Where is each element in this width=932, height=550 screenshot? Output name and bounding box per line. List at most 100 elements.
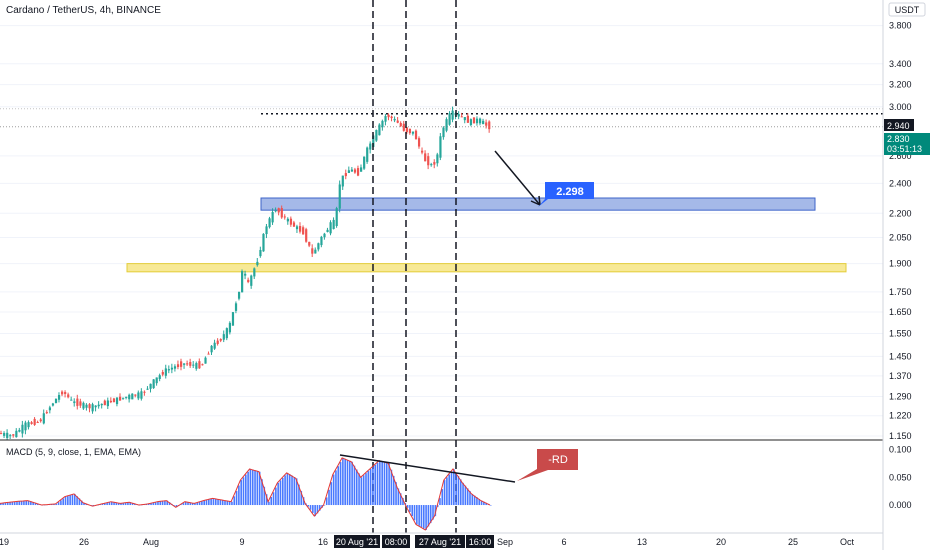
candle-body (198, 361, 201, 369)
divergence-callout (517, 449, 578, 481)
target-callout (538, 182, 594, 207)
candle-body (167, 369, 171, 371)
candle-body (399, 123, 402, 127)
candle-body (45, 412, 48, 414)
candle-body (408, 128, 412, 134)
macd-bar (189, 502, 192, 506)
macd-bar (4, 502, 7, 506)
macd-bar (383, 462, 386, 506)
candle-body (421, 150, 424, 153)
candle-body (329, 222, 332, 234)
candle-body (430, 164, 433, 166)
candle-body (369, 143, 372, 150)
target-callout-text: 2.298 (556, 186, 584, 198)
candle-body (393, 118, 396, 121)
macd-bar (279, 480, 282, 506)
macd-bar (106, 502, 108, 506)
candle-body (164, 368, 167, 376)
macd-bar (455, 472, 457, 506)
macd-bar (251, 469, 254, 506)
candle-body (381, 120, 384, 128)
candle-body (48, 407, 52, 411)
candle-body (30, 422, 33, 424)
macd-bar (238, 485, 240, 506)
macd-bar (422, 505, 425, 529)
candle-body (485, 122, 488, 126)
candle-body (225, 328, 228, 339)
candle-body (21, 424, 24, 434)
candle-body (482, 120, 485, 125)
candle-body (228, 322, 232, 333)
macd-bar (152, 502, 155, 506)
macd-bar (312, 505, 314, 513)
macd-bar (462, 482, 464, 506)
macd-bar (485, 502, 487, 506)
candle-body (39, 419, 42, 422)
macd-bar (23, 500, 25, 506)
candle-body (85, 404, 88, 408)
candle-body (478, 118, 482, 124)
candle-body (15, 430, 18, 438)
level-price-text: 2.940 (887, 121, 910, 131)
macd-bar (113, 502, 115, 506)
candle-body (256, 261, 259, 266)
price-scale[interactable]: 3.800 3.400 3.200 3.000 2.600 2.400 2.200 2.050… (889, 21, 912, 510)
time-tick-label: 6 (561, 537, 566, 547)
macd-bar (335, 470, 337, 506)
macd-bar (411, 505, 414, 517)
candle-body (344, 173, 347, 177)
macd-bar (480, 500, 483, 506)
macd-bar (221, 500, 224, 506)
candle-body (390, 116, 393, 119)
macd-bar (295, 478, 298, 506)
candle-body (350, 169, 354, 172)
macd-bar (307, 505, 310, 507)
macd-bar (168, 502, 171, 506)
macd-bar (360, 477, 363, 506)
candle-body (70, 399, 73, 401)
macd-bar (240, 480, 242, 506)
macd-bar (157, 501, 159, 506)
macd-bar (159, 501, 162, 506)
level-price-tag (884, 119, 914, 131)
candle-body (372, 135, 375, 147)
macd-bar (397, 488, 400, 506)
macd-bar (104, 503, 106, 506)
candle-body (103, 400, 106, 406)
candle-body (82, 402, 85, 409)
price-tick-label: 3.000 (889, 102, 912, 112)
currency-badge[interactable] (888, 2, 926, 17)
time-axis[interactable]: 19 26 Aug 9 16 Sep 6 13 20 25 Oct 20 Aug '21 08:00 27… (0, 535, 854, 548)
candle-body (51, 403, 55, 406)
candle-body (61, 391, 64, 395)
price-tick-label: 1.370 (889, 371, 912, 381)
macd-bar (381, 461, 383, 506)
candle-body (311, 248, 314, 254)
candlestick-series[interactable] (0, 106, 491, 441)
macd-bar (337, 466, 340, 506)
macd-tick-label: 0.000 (889, 500, 912, 510)
candle-body (469, 119, 473, 126)
macd-bar (219, 499, 222, 506)
macd-bar (416, 505, 418, 525)
candle-body (320, 236, 323, 246)
candle-body (189, 362, 192, 366)
macd-bar (226, 500, 229, 506)
macd-bar (469, 491, 471, 506)
target-arrow-line (494, 150, 541, 206)
price-zones (0, 108, 883, 273)
last-price-text: 2.830 (887, 134, 910, 144)
macd-bar (270, 496, 273, 506)
macd-bar (399, 493, 402, 506)
candle-body (280, 208, 283, 218)
candle-body (109, 400, 113, 403)
candle-body (213, 342, 216, 349)
macd-bar (281, 477, 284, 506)
macd-bar (224, 500, 226, 506)
macd-bar (436, 505, 439, 508)
macd-histogram[interactable] (0, 454, 516, 531)
macd-bar (351, 461, 353, 506)
candle-body (295, 226, 299, 230)
macd-bar (446, 477, 448, 506)
